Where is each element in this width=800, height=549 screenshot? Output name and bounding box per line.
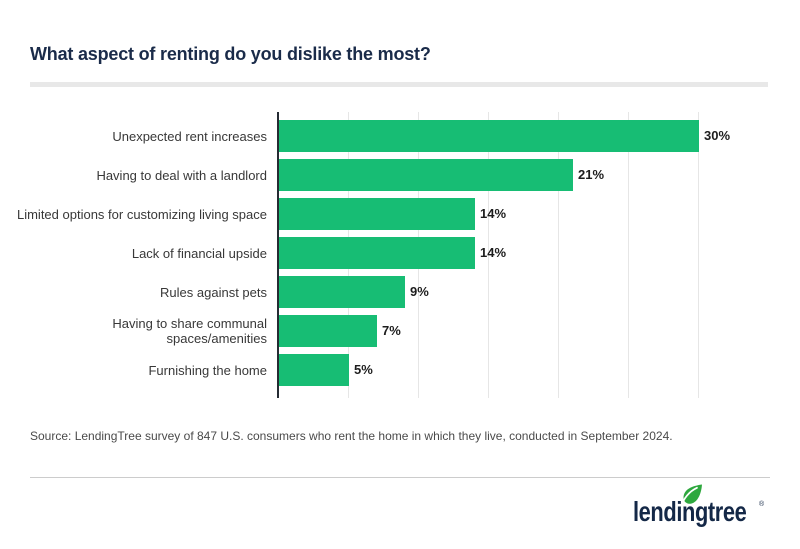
value-label: 21% xyxy=(578,167,605,182)
title-divider xyxy=(30,82,768,87)
source-note: Source: LendingTree survey of 847 U.S. c… xyxy=(30,429,673,443)
bar xyxy=(279,198,475,230)
category-label: Rules against pets xyxy=(160,284,267,300)
bar xyxy=(279,276,405,308)
logo-wordmark: lendingtree xyxy=(633,496,747,527)
registered-trademark: ® xyxy=(759,501,765,508)
value-label: 30% xyxy=(704,128,731,143)
category-label: Having to deal with a landlord xyxy=(96,167,267,183)
category-label: Furnishing the home xyxy=(148,362,267,378)
footer-divider xyxy=(30,477,770,478)
y-axis-line xyxy=(277,112,279,398)
lendingtree-logo: lendingtree ® xyxy=(633,484,773,536)
bar xyxy=(279,237,475,269)
value-label: 9% xyxy=(410,284,429,299)
bar xyxy=(279,159,573,191)
gridline xyxy=(698,112,699,398)
category-label: Lack of financial upside xyxy=(131,245,267,261)
bar xyxy=(279,120,699,152)
value-label: 14% xyxy=(480,245,507,260)
gridline xyxy=(558,112,559,398)
value-label: 7% xyxy=(382,323,401,338)
gridline xyxy=(628,112,629,398)
bar xyxy=(279,354,349,386)
category-label: Having to share communal spaces/amenitie… xyxy=(112,316,267,346)
value-label: 14% xyxy=(480,206,507,221)
bar xyxy=(279,315,377,347)
bar-chart: Unexpected rent increases 30% Having to de… xyxy=(0,112,800,398)
gridline xyxy=(488,112,489,398)
category-label: Unexpected rent increases xyxy=(112,128,267,144)
chart-title: What aspect of renting do you dislike th… xyxy=(30,44,431,64)
category-label: Limited options for customizing living s… xyxy=(16,206,267,222)
value-label: 5% xyxy=(354,362,373,377)
leaf-icon xyxy=(680,484,702,506)
